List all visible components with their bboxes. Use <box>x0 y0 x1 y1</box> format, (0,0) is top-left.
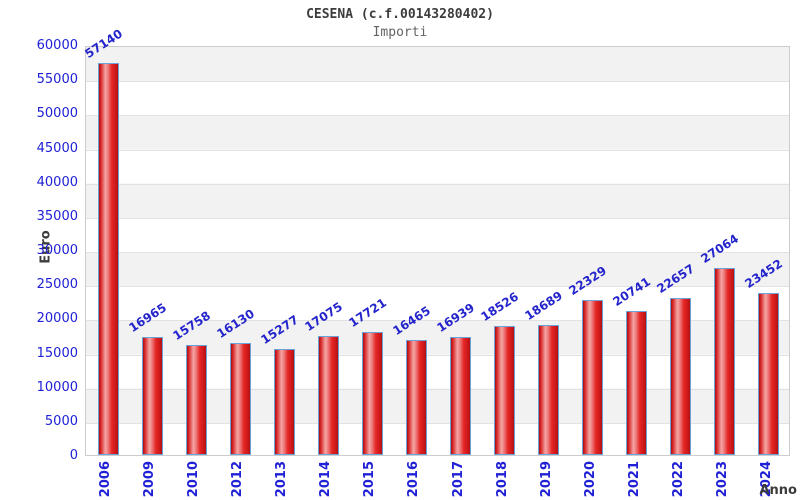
chart-title: CESENA (c.f.00143280402) <box>306 7 494 22</box>
y-tick-label: 10000 <box>36 379 78 395</box>
bar-value-label: 16965 <box>126 300 170 335</box>
bar-2021 <box>626 311 647 455</box>
y-tick-label: 50000 <box>36 106 78 122</box>
bar-value-label: 27064 <box>698 231 742 266</box>
y-tick-label: 55000 <box>36 72 78 88</box>
gridline <box>86 217 789 219</box>
bar-2017 <box>450 337 471 455</box>
y-tick-label: 20000 <box>36 311 78 327</box>
y-tick-label: 0 <box>69 448 78 463</box>
chart-subtitle: Importi <box>372 25 428 40</box>
bar-2006 <box>98 63 119 455</box>
y-tick-label: 35000 <box>36 208 78 224</box>
x-tick-label-2006: 2006 <box>98 461 114 498</box>
x-tick-label-2022: 2022 <box>670 461 686 498</box>
bar-2022 <box>670 298 691 455</box>
x-tick-label-2023: 2023 <box>714 461 730 498</box>
bar-value-label: 17075 <box>302 299 346 334</box>
bar-2010 <box>186 345 207 455</box>
gridline <box>86 252 789 253</box>
x-tick-label-2016: 2016 <box>406 461 422 498</box>
x-tick-label-2018: 2018 <box>494 461 510 498</box>
plot-area: 57140 16965 15758 16130 15277 17075 17721 16465… <box>82 27 790 456</box>
bar-2018 <box>494 326 515 455</box>
x-axis-label: Anno <box>759 483 797 498</box>
bar-value-label: 22329 <box>566 263 610 298</box>
bar-2016 <box>406 340 427 455</box>
y-tick-label: 30000 <box>36 243 78 258</box>
y-tick-label: 60000 <box>36 38 78 53</box>
y-tick-label: 15000 <box>36 345 78 361</box>
gridline <box>86 81 789 83</box>
bar-value-label: 18689 <box>522 288 566 323</box>
y-tick-label: 25000 <box>36 277 78 293</box>
bar-value-label: 17721 <box>346 295 390 330</box>
x-tick-label-2012: 2012 <box>230 461 246 498</box>
bar-value-label: 16130 <box>214 306 258 341</box>
bar-2014 <box>318 336 339 455</box>
bar-2023 <box>714 268 735 455</box>
y-tick-label: 45000 <box>36 140 78 156</box>
x-tick-label-2015: 2015 <box>362 461 378 498</box>
bar-value-label: 18526 <box>478 289 522 324</box>
x-tick-label-2019: 2019 <box>538 461 554 498</box>
x-tick-label-2020: 2020 <box>582 461 598 498</box>
gridline <box>86 422 789 424</box>
gridline <box>86 149 789 151</box>
gridline <box>86 388 789 390</box>
x-tick-label-2014: 2014 <box>318 461 334 498</box>
bar-value-label: 15758 <box>170 308 214 343</box>
bar-value-label: 15277 <box>258 312 302 347</box>
y-tick-label: 40000 <box>36 174 78 190</box>
bar-value-label: 16939 <box>434 300 478 335</box>
bar-2024 <box>758 293 779 455</box>
bar-value-label: 20741 <box>610 274 654 309</box>
x-tick-label-2021: 2021 <box>626 461 642 498</box>
gridline <box>86 183 789 185</box>
gridline <box>86 320 789 322</box>
gridline <box>86 286 789 288</box>
bar-2012 <box>230 343 251 455</box>
gridline <box>86 115 789 117</box>
x-tick-label-2013: 2013 <box>274 461 290 498</box>
y-tick-label: 5000 <box>44 413 78 429</box>
gridline <box>86 354 789 356</box>
bar-2013 <box>274 349 295 455</box>
bar-value-label: 22657 <box>654 261 698 296</box>
x-tick-label-2010: 2010 <box>186 461 202 498</box>
bar-2015 <box>362 332 383 455</box>
x-tick-label-2017: 2017 <box>450 461 466 498</box>
x-tick-label-2009: 2009 <box>142 461 158 498</box>
bar-2020 <box>582 300 603 455</box>
bar-2009 <box>142 337 163 455</box>
bar-2019 <box>538 325 559 455</box>
